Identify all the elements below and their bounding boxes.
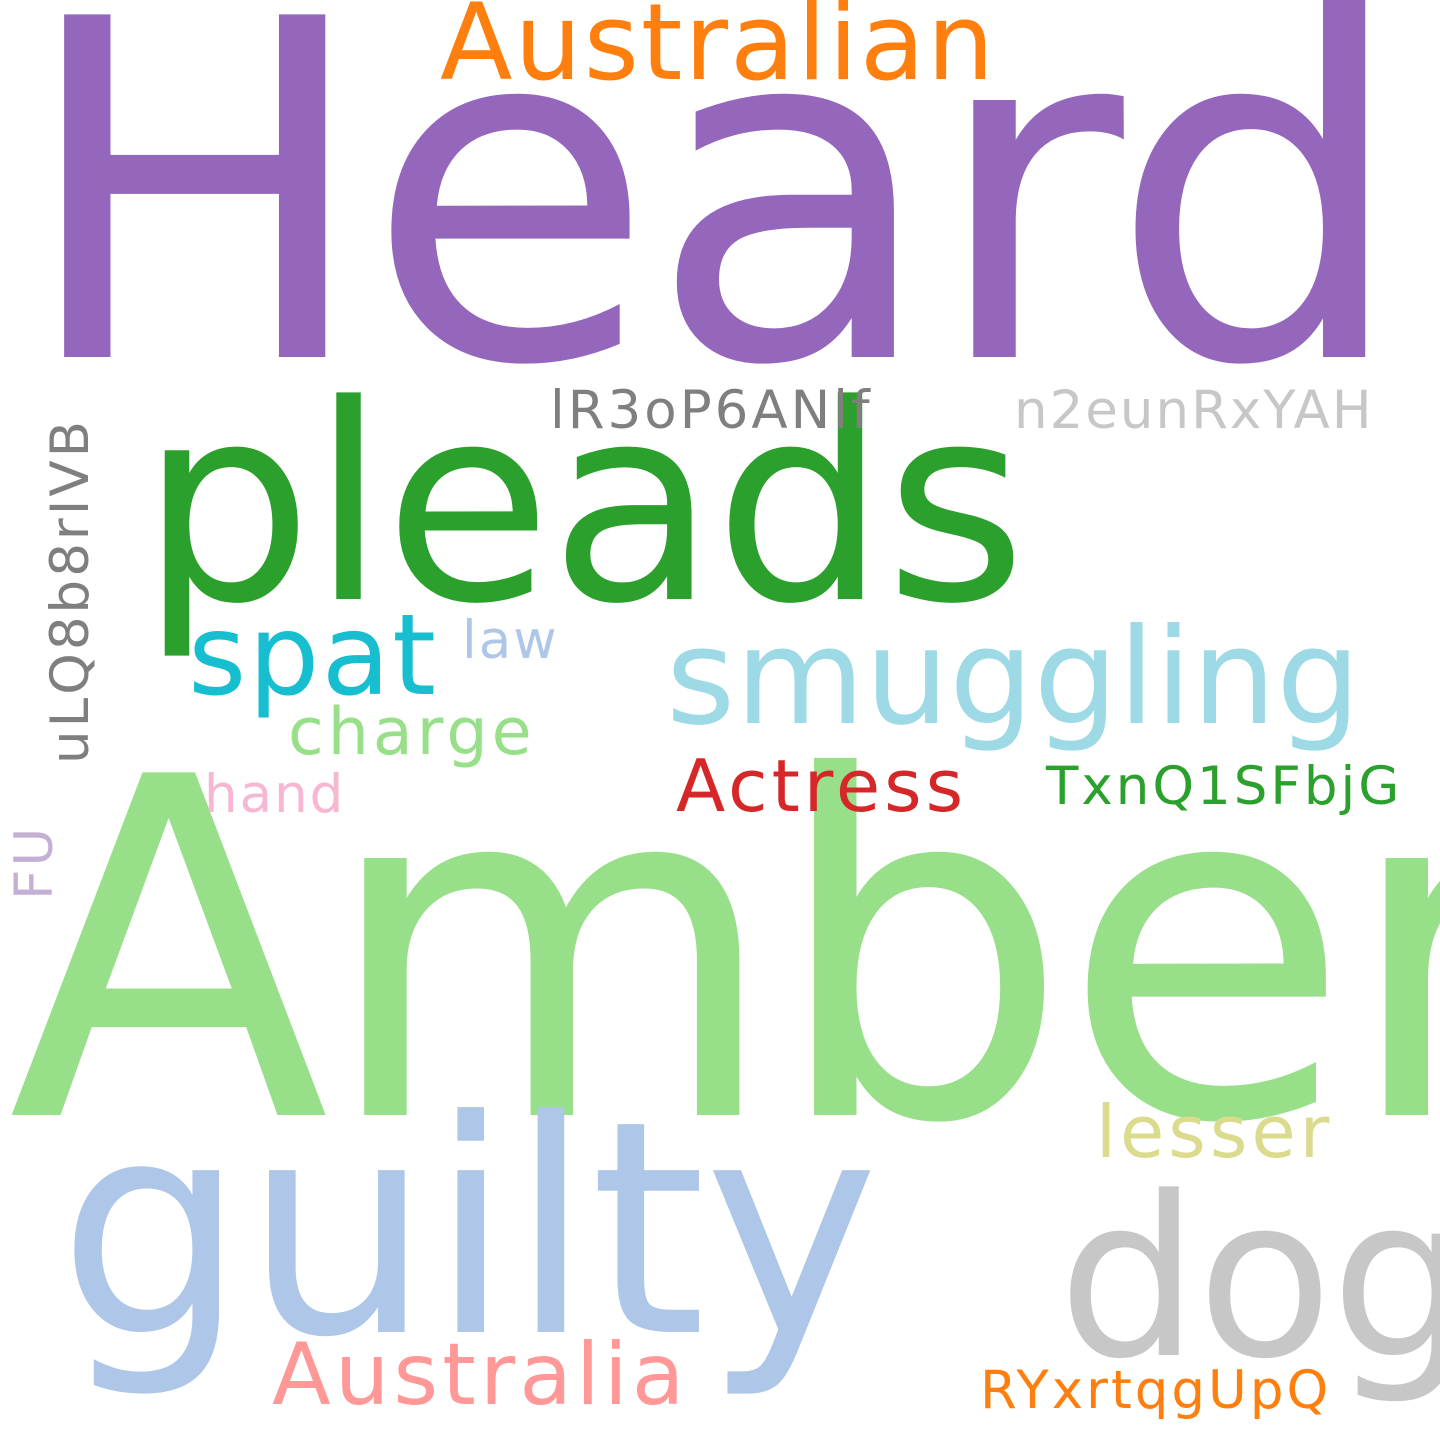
word-actress: Actress bbox=[676, 744, 968, 828]
word-guilty: guilty bbox=[58, 1057, 879, 1402]
word-txnq1sfbjg: TxnQ1SFbjG bbox=[1046, 756, 1403, 817]
word-charge: charge bbox=[288, 695, 536, 770]
word-australian: Australian bbox=[440, 0, 997, 104]
word-pleads: pleads bbox=[140, 348, 1027, 664]
word-n2eunrxyah: n2eunRxYAH bbox=[1014, 380, 1374, 441]
word-lr3op6anlf: lR3oP6ANlf bbox=[550, 380, 873, 441]
word-fu: FU bbox=[4, 824, 65, 900]
word-australia: Australia bbox=[272, 1325, 689, 1425]
word-dog: dog bbox=[1058, 1150, 1440, 1408]
word-hand: hand bbox=[204, 764, 346, 825]
word-amber: Amber bbox=[8, 679, 1440, 1226]
word-ryxrtqgupq: RYxrtqgUpQ bbox=[980, 1360, 1332, 1421]
word-lesser: lesser bbox=[1096, 1090, 1334, 1174]
word-spat: spat bbox=[188, 591, 438, 721]
word-ulq8b8rivb: uLQ8b8rIVB bbox=[40, 418, 101, 764]
word-law: law bbox=[462, 610, 559, 671]
word-smuggling: smuggling bbox=[666, 601, 1361, 755]
word-heard: Heard bbox=[18, 0, 1408, 468]
